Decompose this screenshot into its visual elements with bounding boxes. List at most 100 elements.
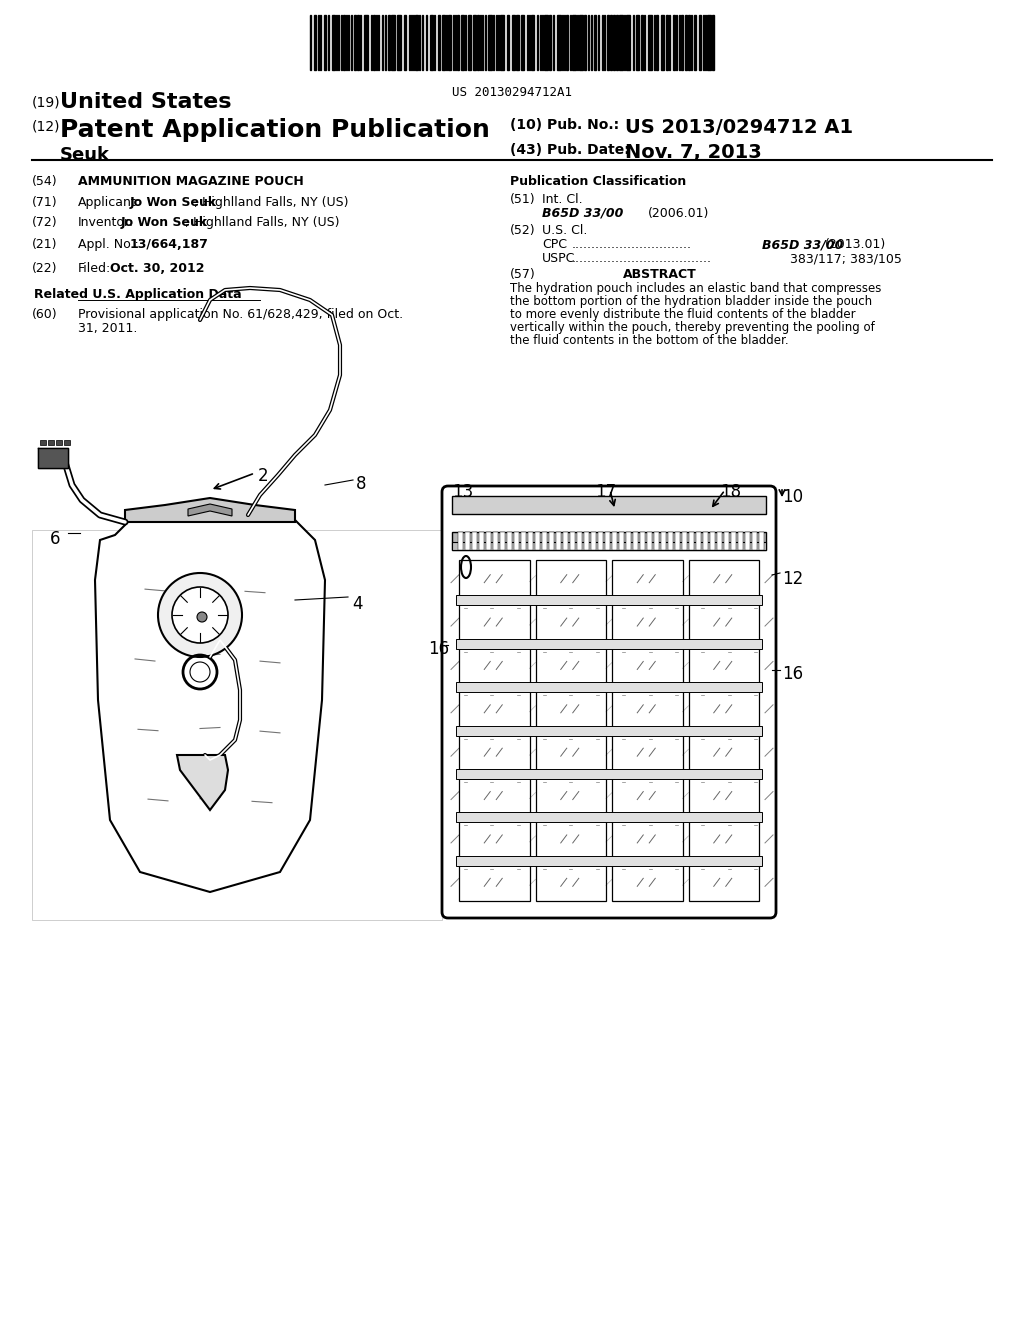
Bar	[557, 15, 561, 70]
Bar	[570, 532, 575, 550]
Bar	[612, 777, 683, 814]
Bar	[449, 15, 451, 70]
Bar	[656, 15, 658, 70]
Text: (71): (71)	[32, 195, 57, 209]
Text: Oct. 30, 2012: Oct. 30, 2012	[110, 261, 205, 275]
Bar	[724, 532, 729, 550]
Bar	[512, 15, 515, 70]
Bar	[459, 820, 529, 858]
Circle shape	[158, 573, 242, 657]
Text: The hydration pouch includes an elastic band that compresses: The hydration pouch includes an elastic …	[510, 282, 882, 294]
Bar	[456, 726, 762, 735]
Text: Int. Cl.: Int. Cl.	[542, 193, 583, 206]
Bar	[688, 777, 759, 814]
Bar	[662, 532, 666, 550]
Bar	[707, 15, 711, 70]
Bar	[536, 777, 606, 814]
Text: (21): (21)	[32, 238, 57, 251]
Bar	[48, 440, 54, 445]
Text: (60): (60)	[32, 308, 57, 321]
Bar	[357, 15, 359, 70]
Bar	[388, 15, 390, 70]
Text: Patent Application Publication: Patent Application Publication	[60, 117, 489, 143]
Bar	[536, 820, 606, 858]
Text: 383/117; 383/105: 383/117; 383/105	[790, 252, 902, 265]
Text: Publication Classification: Publication Classification	[510, 176, 686, 187]
Bar	[598, 532, 603, 550]
Bar	[688, 603, 759, 640]
Bar	[536, 647, 606, 684]
Bar	[745, 532, 750, 550]
Bar	[607, 15, 609, 70]
Bar	[626, 15, 630, 70]
Bar	[688, 647, 759, 684]
Bar	[391, 15, 395, 70]
Bar	[710, 532, 715, 550]
Bar	[457, 15, 459, 70]
Text: ABSTRACT: ABSTRACT	[624, 268, 697, 281]
Text: U.S. Cl.: U.S. Cl.	[542, 224, 588, 238]
Text: USPC: USPC	[542, 252, 575, 265]
Text: 4: 4	[352, 595, 362, 612]
Text: CPC: CPC	[542, 238, 567, 251]
Bar	[731, 532, 736, 550]
Text: B65D 33/00: B65D 33/00	[542, 207, 624, 220]
Text: , Highlland Falls, NY (US): , Highlland Falls, NY (US)	[194, 195, 348, 209]
Bar	[500, 15, 504, 70]
Bar	[549, 532, 554, 550]
Bar	[479, 532, 484, 550]
Bar	[459, 734, 529, 771]
Bar	[472, 532, 477, 550]
Bar	[459, 777, 529, 814]
Bar	[459, 863, 529, 902]
Bar	[688, 820, 759, 858]
Bar	[536, 734, 606, 771]
Text: United States: United States	[60, 92, 231, 112]
Bar	[563, 532, 568, 550]
Text: AMMUNITION MAGAZINE POUCH: AMMUNITION MAGAZINE POUCH	[78, 176, 304, 187]
Bar	[63, 440, 70, 445]
Text: ..............................: ..............................	[572, 238, 692, 251]
Bar	[612, 532, 617, 550]
Bar	[594, 15, 596, 70]
Bar	[549, 15, 551, 70]
Bar	[521, 532, 526, 550]
Text: Applicant:: Applicant:	[78, 195, 141, 209]
Polygon shape	[188, 504, 232, 516]
Bar	[688, 15, 690, 70]
Bar	[459, 690, 529, 727]
Bar	[675, 532, 680, 550]
Text: (43) Pub. Date:: (43) Pub. Date:	[510, 143, 630, 157]
Bar	[668, 532, 673, 550]
Bar	[373, 15, 375, 70]
Bar	[343, 15, 345, 70]
Text: (72): (72)	[32, 216, 57, 228]
Text: , Highlland Falls, NY (US): , Highlland Falls, NY (US)	[185, 216, 340, 228]
Text: US 20130294712A1: US 20130294712A1	[452, 86, 572, 99]
Bar	[488, 15, 492, 70]
Bar	[591, 532, 596, 550]
Bar	[542, 532, 547, 550]
Bar	[430, 15, 433, 70]
Text: (19): (19)	[32, 95, 60, 110]
Bar	[752, 532, 757, 550]
Bar	[32, 531, 442, 920]
Text: Filed:: Filed:	[78, 261, 112, 275]
Bar	[415, 15, 418, 70]
Bar	[500, 532, 505, 550]
Text: vertically within the pouch, thereby preventing the pooling of: vertically within the pouch, thereby pre…	[510, 321, 874, 334]
Bar	[438, 15, 440, 70]
Bar	[468, 15, 471, 70]
Bar	[685, 15, 687, 70]
Text: Jo Won Seuk: Jo Won Seuk	[121, 216, 208, 228]
Text: 13/664,187: 13/664,187	[130, 238, 209, 251]
Bar	[456, 639, 762, 648]
Bar	[618, 15, 623, 70]
Bar	[456, 682, 762, 692]
Text: 8: 8	[356, 475, 367, 492]
Bar	[456, 768, 762, 779]
Bar	[536, 863, 606, 902]
Bar	[477, 15, 479, 70]
Bar	[640, 532, 645, 550]
Text: B65D 33/00: B65D 33/00	[762, 238, 844, 251]
